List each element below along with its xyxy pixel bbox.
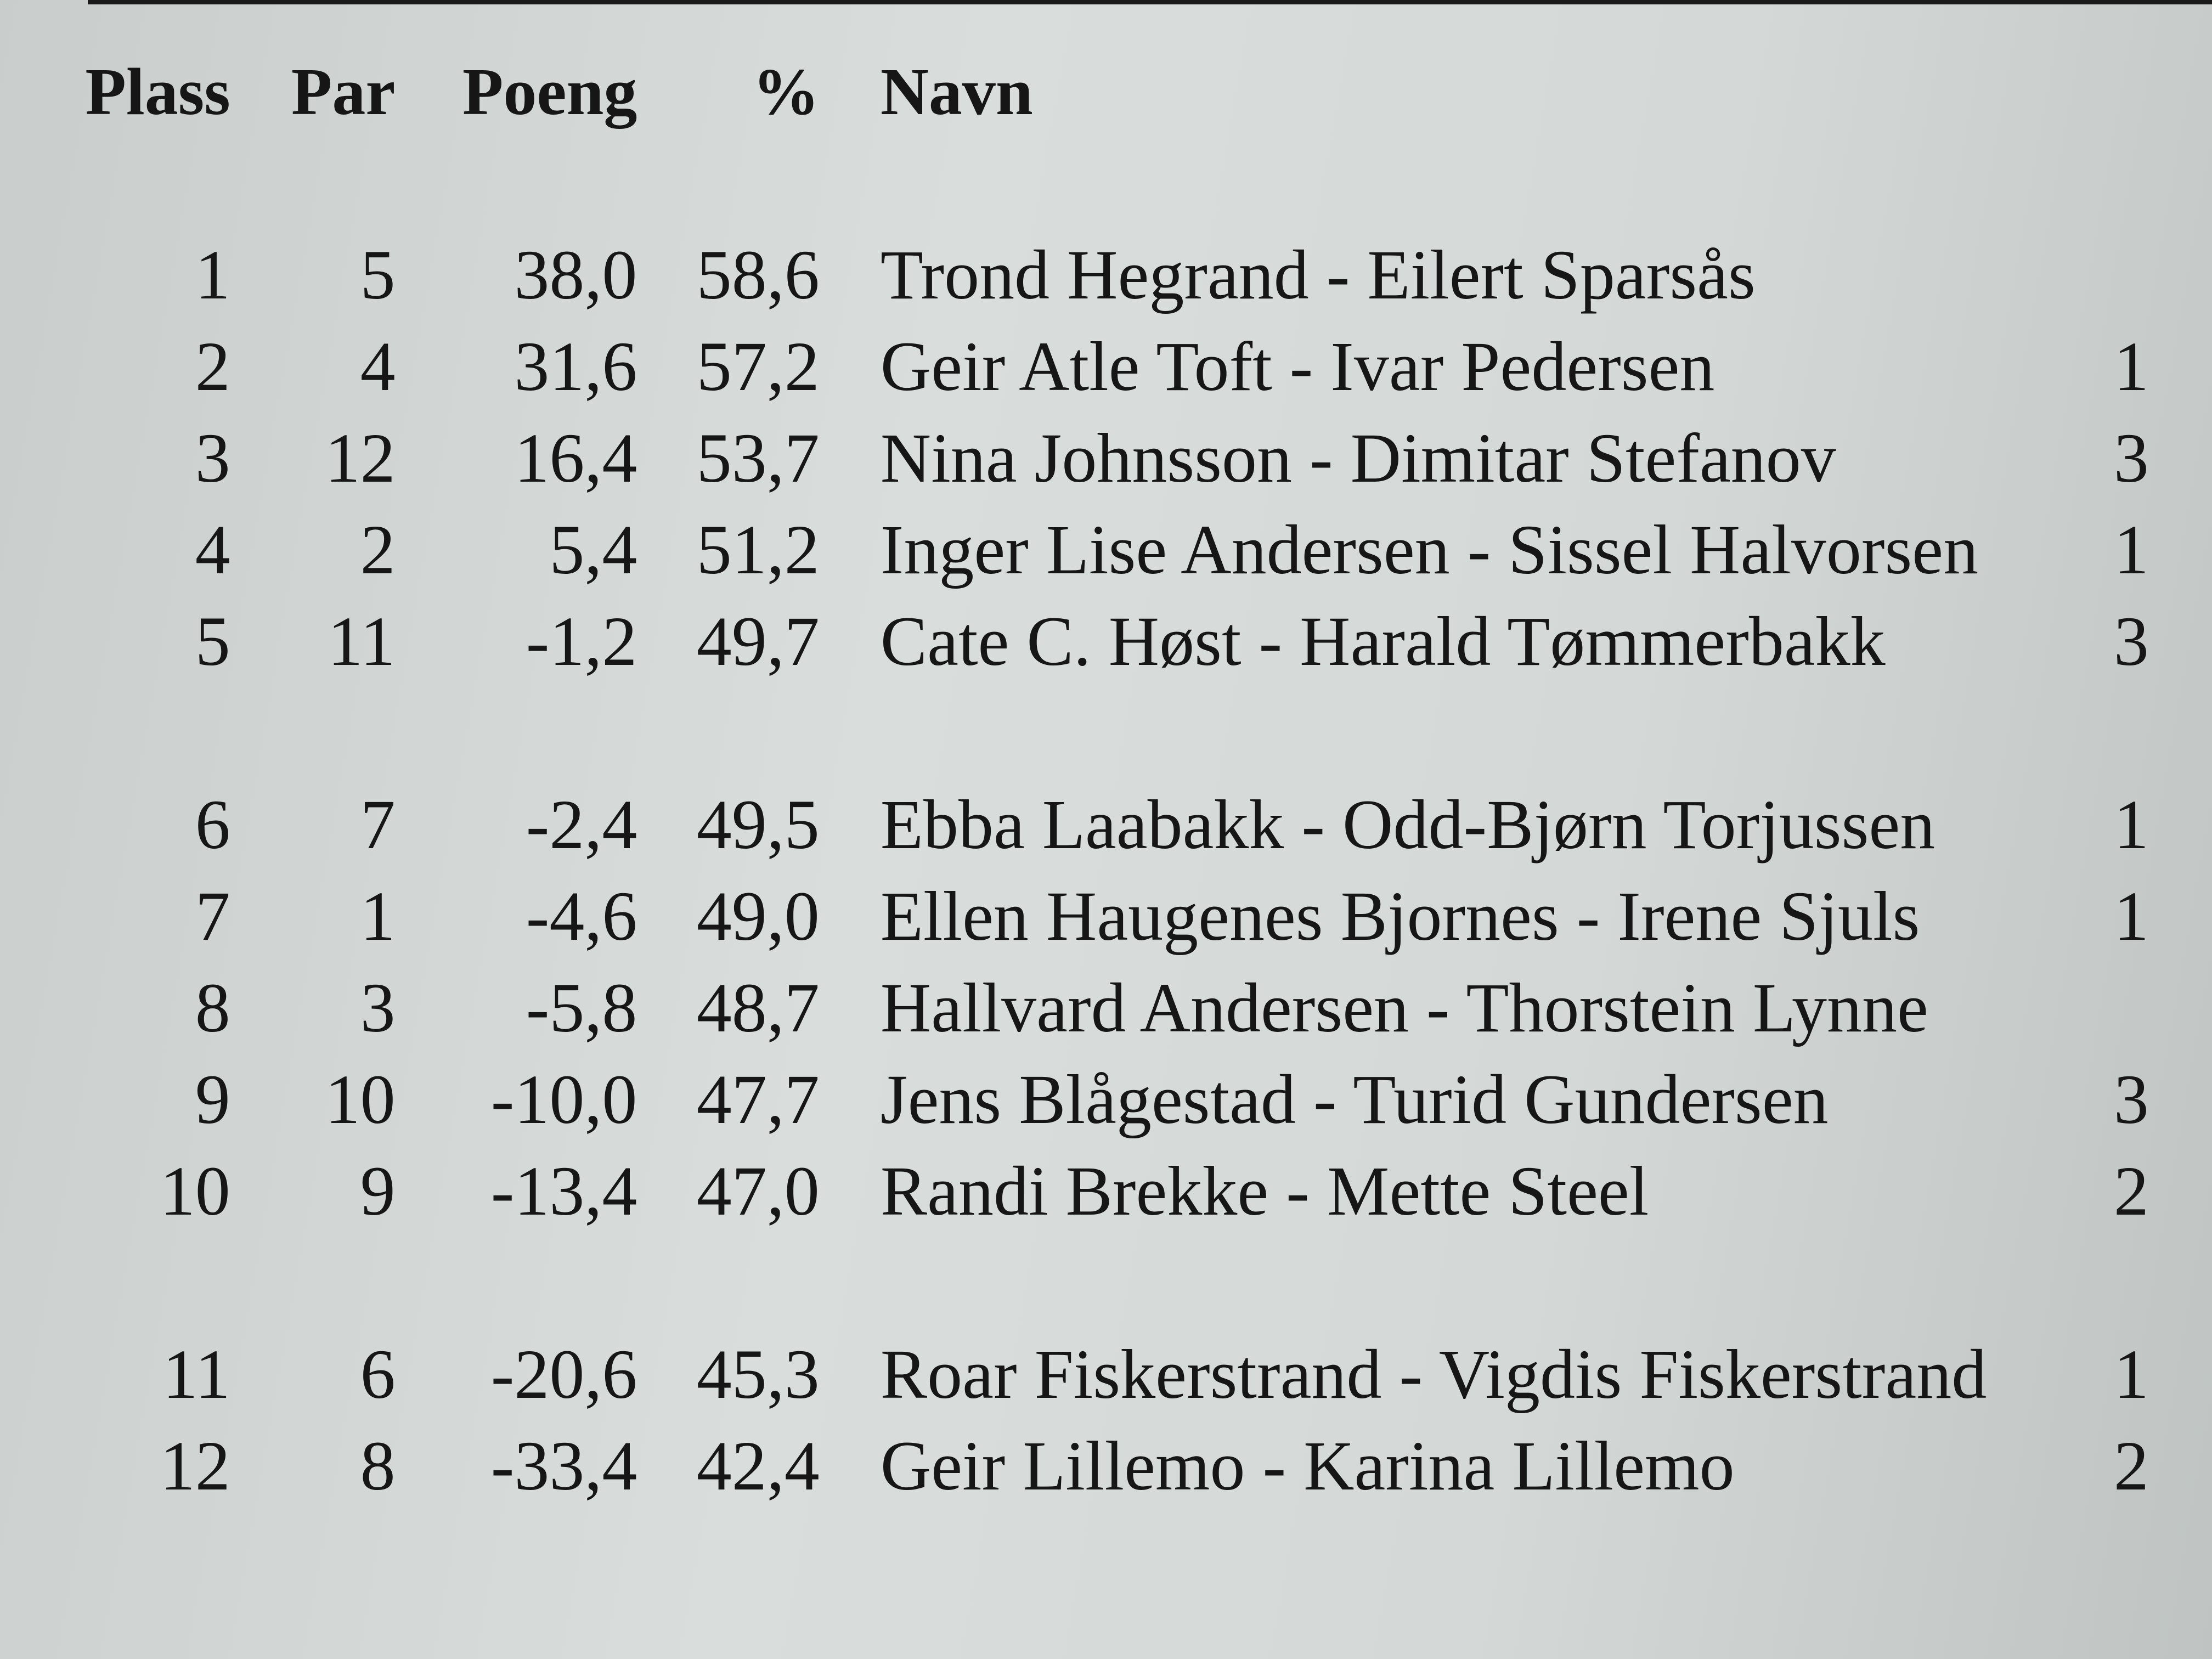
cell-poeng: -13,4 [490,1152,637,1230]
cell-plass: 11 [162,1335,230,1413]
cell-par: 2 [360,511,396,589]
cell-navn: Geir Atle Toft - Ivar Pedersen [880,328,1715,405]
header-poeng: Poeng [462,55,637,129]
cell-pct: 53,7 [696,419,820,497]
cell-poeng: -1,2 [526,602,637,680]
cell-plass: 2 [195,328,230,405]
cell-pct: 42,4 [696,1427,820,1505]
top-border-line [88,0,2212,4]
cell-par: 9 [360,1152,396,1230]
cell-extra: 1 [2113,877,2149,955]
cell-extra: 1 [2113,328,2149,405]
cell-par: 4 [360,328,396,405]
table-row: 7 1 -4,6 49,0 Ellen Haugenes Bjornes - Irene… [33,871,2212,962]
cell-navn: Ebba Laabakk - Odd-Bjørn Torjussen [880,786,1936,864]
table-row: 9 10 -10,0 47,7 Jens Blågestad - Turid Gunde… [33,1054,2212,1146]
table-row: 2 4 31,6 57,2 Geir Atle Toft - Ivar Pedersen… [33,321,2212,413]
cell-plass: 8 [195,969,230,1047]
cell-par: 5 [360,236,396,314]
cell-extra: 3 [2113,419,2149,497]
cell-poeng: -5,8 [526,969,637,1047]
cell-navn: Roar Fiskerstrand - Vigdis Fiskerstrand [880,1335,1987,1413]
header-percent: % [752,55,820,129]
cell-navn: Geir Lillemo - Karina Lillemo [880,1427,1735,1505]
table-row: 6 7 -2,4 49,5 Ebba Laabakk - Odd-Bjørn Torju… [33,779,2212,871]
cell-extra: 1 [2113,786,2149,864]
cell-par: 3 [360,969,396,1047]
table-row: 1 5 38,0 58,6 Trond Hegrand - Eilert Sparsås [33,229,2212,321]
cell-plass: 9 [195,1060,230,1138]
cell-plass: 12 [160,1427,230,1505]
table-row: 12 8 -33,4 42,4 Geir Lillemo - Karina Lillem… [33,1420,2212,1512]
cell-pct: 49,5 [696,786,820,864]
cell-poeng: 5,4 [549,511,637,589]
cell-navn: Jens Blågestad - Turid Gundersen [880,1060,1829,1138]
cell-navn: Nina Johnsson - Dimitar Stefanov [880,419,1836,497]
cell-pct: 58,6 [696,236,820,314]
header-par: Par [291,55,396,129]
group-spacer [33,1237,2212,1329]
cell-poeng: -2,4 [526,786,637,864]
cell-pct: 47,7 [696,1060,820,1138]
header-row: Plass Par Poeng % Navn [33,46,2212,138]
cell-extra: 2 [2113,1427,2149,1505]
cell-plass: 6 [195,786,230,864]
group-spacer [33,687,2212,779]
cell-extra: 2 [2113,1152,2149,1230]
cell-navn: Cate C. Høst - Harald Tømmerbakk [880,602,1886,680]
table-row: 3 12 16,4 53,7 Nina Johnsson - Dimitar Stefa… [33,413,2212,504]
cell-pct: 47,0 [696,1152,820,1230]
table-row: 4 2 5,4 51,2 Inger Lise Andersen - Sissel Ha… [33,504,2212,596]
cell-poeng: 31,6 [514,328,637,405]
cell-extra [2114,962,2212,1054]
cell-par: 12 [325,419,396,497]
table-row: 8 3 -5,8 48,7 Hallvard Andersen - Thorstein … [33,962,2212,1054]
cell-par: 11 [328,602,396,680]
cell-pct: 49,0 [696,877,820,955]
cell-navn: Trond Hegrand - Eilert Sparsås [880,236,1756,314]
group-spacer [33,138,2212,229]
cell-par: 10 [325,1060,396,1138]
cell-extra: 1 [2113,511,2149,589]
cell-par: 8 [360,1427,396,1505]
cell-poeng: 38,0 [514,236,637,314]
cell-extra: 1 [2113,1335,2149,1413]
cell-plass: 5 [195,602,230,680]
cell-extra [2114,229,2212,321]
cell-plass: 7 [195,877,230,955]
cell-poeng: -10,0 [490,1060,637,1138]
cell-par: 1 [360,877,396,955]
cell-navn: Ellen Haugenes Bjornes - Irene Sjuls [880,877,1920,955]
cell-navn: Randi Brekke - Mette Steel [880,1152,1649,1230]
table-row: 10 9 -13,4 47,0 Randi Brekke - Mette Steel 2 [33,1146,2212,1237]
cell-extra: 3 [2113,602,2149,680]
header-plass: Plass [85,55,230,129]
cell-pct: 45,3 [696,1335,820,1413]
cell-poeng: 16,4 [514,419,637,497]
cell-pct: 57,2 [696,328,820,405]
cell-plass: 4 [195,511,230,589]
cell-extra: 3 [2113,1060,2149,1138]
results-table: Plass Par Poeng % Navn 1 5 38,0 58,6 Trond H… [33,46,2212,1512]
cell-plass: 1 [195,236,230,314]
cell-pct: 48,7 [696,969,820,1047]
cell-par: 6 [360,1335,396,1413]
table-row: 5 11 -1,2 49,7 Cate C. Høst - Harald Tømmerb… [33,596,2212,687]
cell-plass: 10 [160,1152,230,1230]
header-navn: Navn [880,55,1033,129]
cell-pct: 51,2 [696,511,820,589]
table-row: 11 6 -20,6 45,3 Roar Fiskerstrand - Vigdis F… [33,1329,2212,1420]
cell-plass: 3 [195,419,230,497]
cell-navn: Inger Lise Andersen - Sissel Halvorsen [880,511,1979,589]
cell-poeng: -33,4 [490,1427,637,1505]
cell-poeng: -20,6 [490,1335,637,1413]
cell-pct: 49,7 [696,602,820,680]
cell-poeng: -4,6 [526,877,637,955]
cell-par: 7 [360,786,396,864]
cell-navn: Hallvard Andersen - Thorstein Lynne [880,969,1928,1047]
